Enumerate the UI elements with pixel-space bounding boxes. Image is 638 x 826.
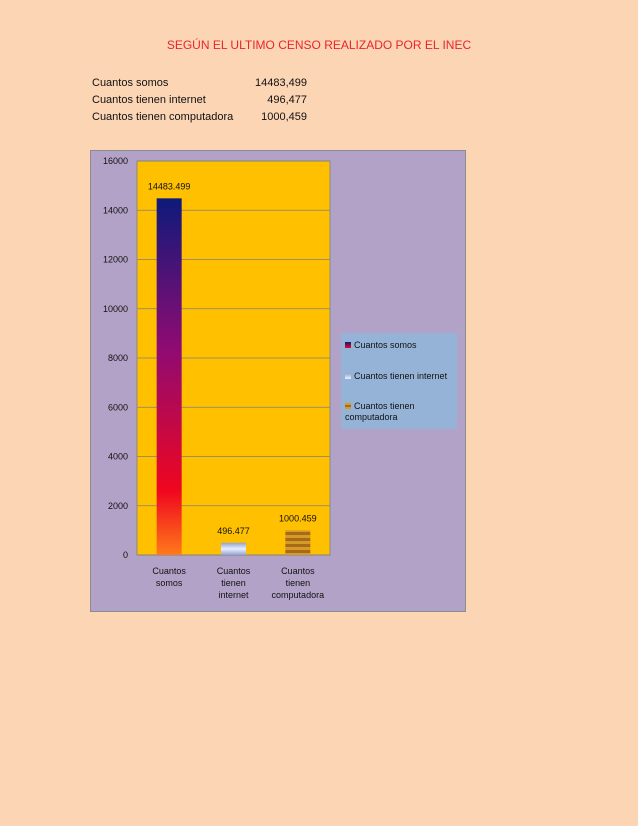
y-tick-label: 12000: [103, 255, 128, 265]
bar-cuantos-tienen-internet: [221, 542, 246, 555]
x-tick-label: computadora: [272, 590, 325, 600]
stat-label: Cuantos tienen internet: [92, 93, 206, 106]
stat-row-computadora: Cuantos tienen computadora 1000,459: [92, 108, 307, 125]
bar-cuantos-somos: [156, 198, 182, 555]
x-tick-label: Cuantos: [152, 566, 186, 576]
stat-label: Cuantos tienen computadora: [92, 110, 234, 123]
data-labels: 14483.499 496.477 1000.459: [148, 181, 317, 535]
stats-table: Cuantos somos 14483,499 Cuantos tienen i…: [92, 74, 307, 125]
y-tick-labels: 0 2000 4000 6000 8000 10000 12000 14000 16000: [103, 156, 128, 560]
y-tick-label: 10000: [103, 304, 128, 314]
y-tick-label: 2000: [108, 501, 128, 511]
y-tick-label: 0: [123, 550, 128, 560]
x-tick-label: Cuantos: [281, 566, 315, 576]
y-tick-label: 16000: [103, 156, 128, 166]
bar-chart: 0 2000 4000 6000 8000 10000 12000 14000 16000 14…: [103, 156, 331, 600]
y-tick-label: 14000: [103, 205, 128, 215]
legend-label: Cuantos tienen computadora: [345, 401, 415, 422]
legend-label: Cuantos somos: [354, 340, 417, 350]
x-tick-label: internet: [218, 590, 249, 600]
stat-label: Cuantos somos: [92, 76, 169, 89]
legend-label: Cuantos tienen internet: [354, 371, 448, 381]
y-tick-label: 8000: [108, 353, 128, 363]
legend-item-somos: Cuantos somos: [345, 340, 457, 351]
x-tick-label: somos: [156, 578, 183, 588]
x-tick-label: tienen: [286, 578, 311, 588]
legend-item-internet: Cuantos tienen internet: [345, 371, 457, 382]
page-title: SEGÚN EL ULTIMO CENSO REALIZADO POR EL I…: [166, 38, 472, 52]
legend-swatch: [345, 342, 351, 348]
stat-value: 14483,499: [255, 76, 307, 89]
chart-area: 0 2000 4000 6000 8000 10000 12000 14000 16000 14…: [90, 150, 466, 612]
x-tick-label: Cuantos: [217, 566, 251, 576]
data-label: 496.477: [217, 526, 250, 536]
y-tick-label: 4000: [108, 452, 128, 462]
y-tick-label: 6000: [108, 402, 128, 412]
chart-legend: Cuantos somos Cuantos tienen internet Cu…: [341, 333, 457, 429]
legend-item-computadora: Cuantos tienen computadora: [345, 401, 457, 423]
stat-row-internet: Cuantos tienen internet 496,477: [92, 91, 307, 108]
x-tick-labels: Cuantos somos Cuantos tienen internet Cuantos…: [152, 566, 324, 600]
legend-swatch: [345, 403, 351, 409]
legend-swatch: [345, 373, 351, 379]
data-label: 1000.459: [279, 513, 317, 523]
stat-row-somos: Cuantos somos 14483,499: [92, 74, 307, 91]
bars: [156, 198, 311, 555]
data-label: 14483.499: [148, 181, 191, 191]
bar-cuantos-tienen-computadora: [285, 530, 311, 555]
x-tick-label: tienen: [221, 578, 246, 588]
stat-value: 496,477: [267, 93, 307, 106]
stat-value: 1000,459: [261, 110, 307, 123]
